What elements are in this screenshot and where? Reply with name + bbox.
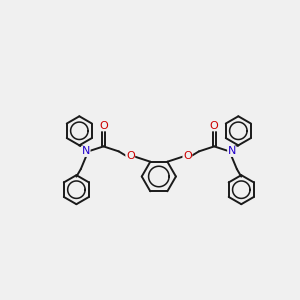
Text: N: N: [82, 146, 90, 156]
Text: O: O: [126, 151, 135, 161]
Text: O: O: [210, 121, 219, 131]
Text: O: O: [99, 121, 108, 131]
Text: O: O: [183, 151, 192, 161]
Text: N: N: [228, 146, 236, 156]
